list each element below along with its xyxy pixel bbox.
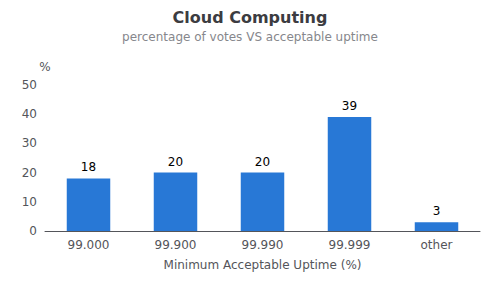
svg-text:%: % [39,60,50,74]
svg-text:20: 20 [168,155,183,169]
svg-text:50: 50 [22,78,37,92]
svg-text:0: 0 [29,224,37,238]
svg-text:30: 30 [22,136,37,150]
svg-text:3: 3 [433,204,441,218]
svg-text:other: other [421,238,453,252]
svg-text:99.990: 99.990 [242,238,284,252]
svg-text:percentage of votes VS accepta: percentage of votes VS acceptable uptime [122,30,378,44]
svg-text:39: 39 [342,99,357,113]
svg-text:99.999: 99.999 [329,238,371,252]
svg-text:20: 20 [22,166,37,180]
svg-text:99.900: 99.900 [155,238,197,252]
svg-text:Cloud Computing: Cloud Computing [173,8,328,27]
svg-text:20: 20 [255,155,270,169]
svg-text:Minimum Acceptable Uptime (%): Minimum Acceptable Uptime (%) [164,258,362,272]
svg-text:40: 40 [22,107,37,121]
svg-text:18: 18 [81,160,96,174]
svg-text:99.000: 99.000 [68,238,110,252]
svg-text:10: 10 [22,195,37,209]
